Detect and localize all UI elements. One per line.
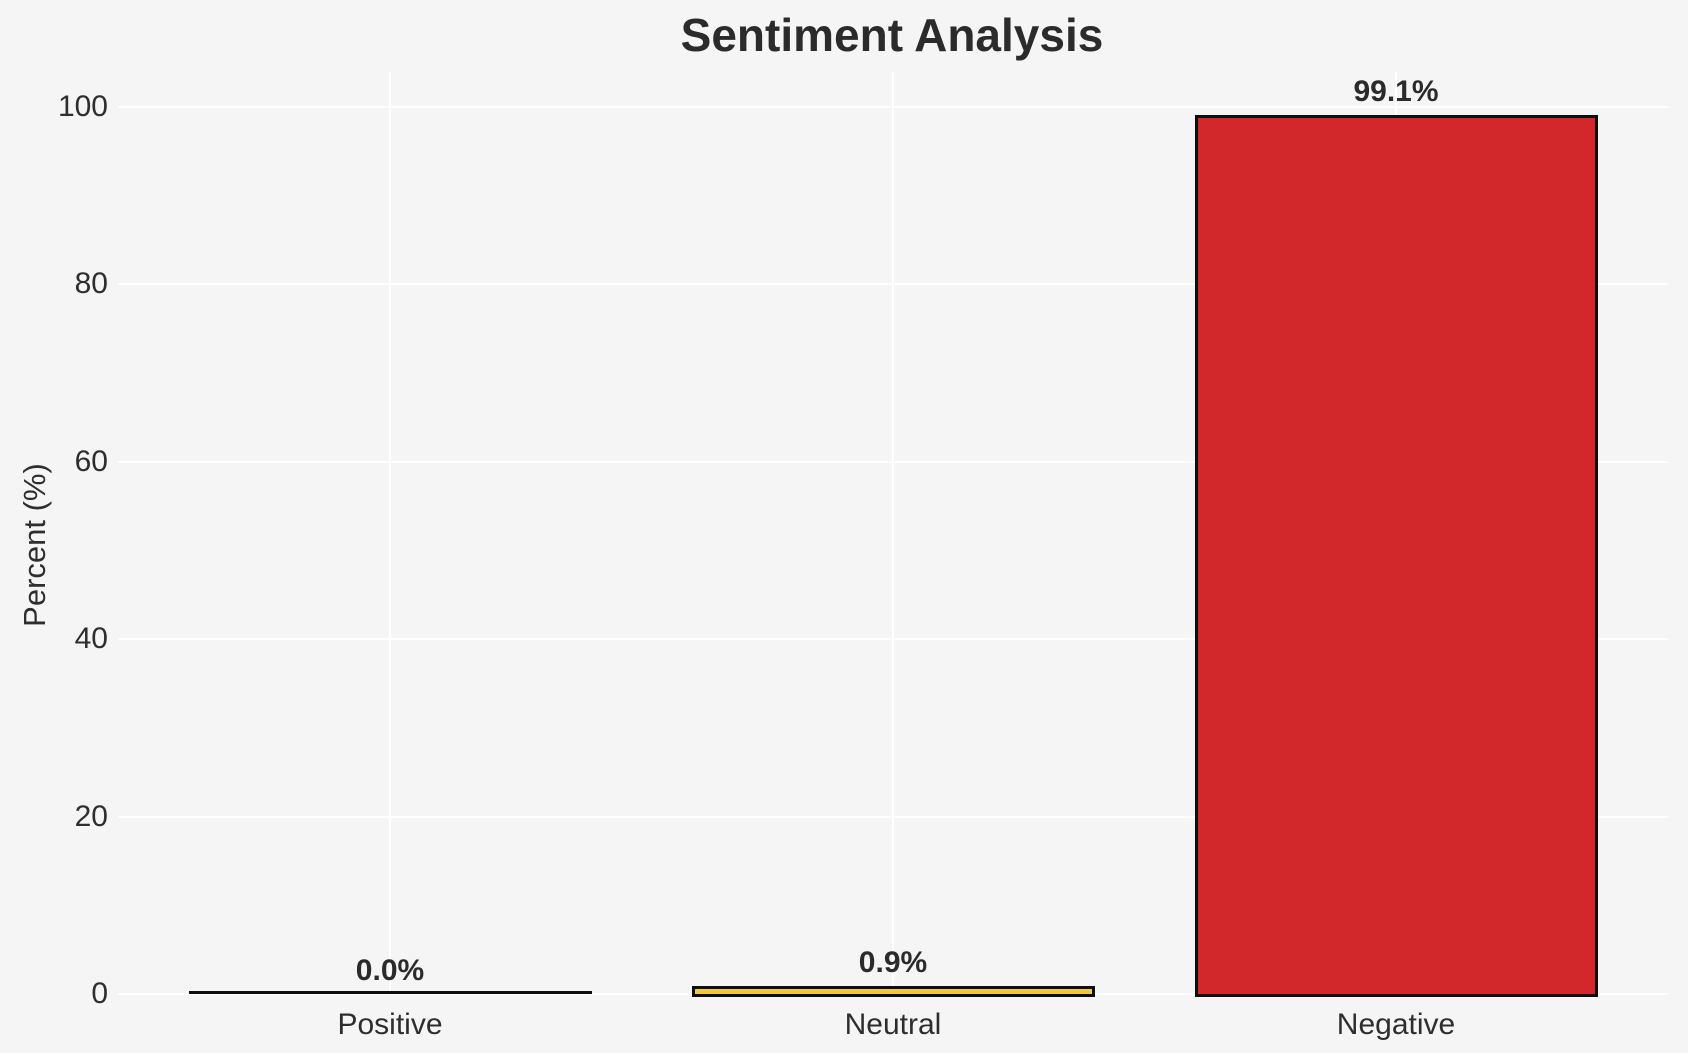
x-tick-positive: Positive [337,1008,443,1041]
y-tick-0: 0 [91,977,108,1010]
y-tick-100: 100 [57,90,108,123]
gridline-vertical-neutral [892,72,894,994]
bar-negative [1194,115,1598,997]
y-tick-80: 80 [74,267,108,301]
y-axis-label: Percent (%) [17,463,52,627]
bar-positive [188,991,592,994]
y-tick-60: 60 [74,444,108,478]
y-tick-40: 40 [74,622,108,656]
chart-title: Sentiment Analysis [680,9,1104,61]
y-tick-20: 20 [74,799,108,833]
value-label-positive: 0.0% [355,954,425,987]
x-tick-negative: Negative [1336,1008,1456,1041]
value-label-negative: 99.1% [1353,75,1439,108]
x-tick-neutral: Neutral [844,1008,942,1041]
gridline-vertical-positive [389,72,391,994]
value-label-neutral: 0.9% [858,946,928,979]
bar-neutral [691,986,1095,997]
